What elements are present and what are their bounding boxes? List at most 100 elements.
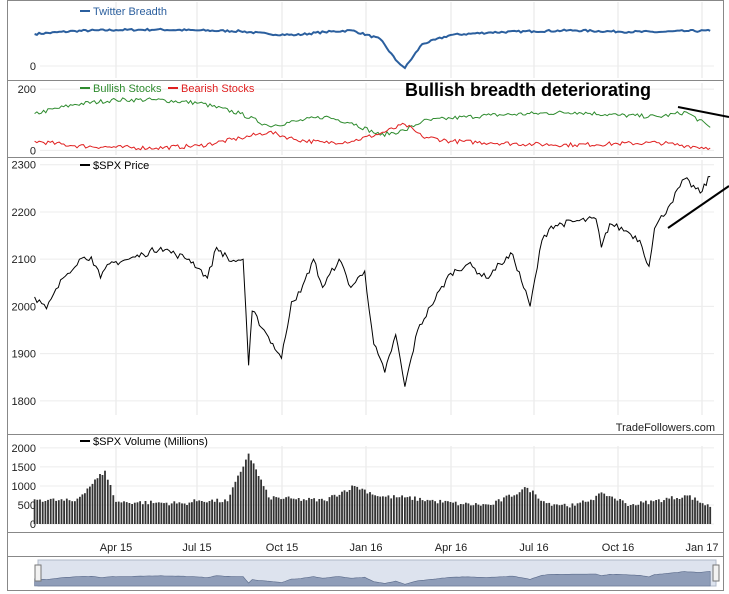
volume-bar [709, 506, 712, 524]
volume-bar [353, 486, 356, 524]
volume-bar [91, 483, 94, 524]
volume-bar [297, 498, 300, 524]
volume-bar [181, 503, 183, 524]
volume-bar [302, 499, 305, 524]
volume-bar [265, 489, 268, 524]
annotation-arrow-price [667, 185, 729, 229]
volume-bar [657, 499, 660, 524]
volume-bar [120, 502, 123, 524]
volume-bar [363, 489, 366, 524]
volume-bar [356, 486, 359, 524]
volume-bar [245, 459, 247, 524]
tick-labels: Apr 15 Jul 15 Oct 15 Jan 16 Apr 16 Jul 16 Oct … [12, 61, 719, 554]
volume-bar [234, 481, 237, 524]
volume-bar [44, 501, 47, 524]
navigator[interactable] [34, 559, 720, 587]
series-line [34, 122, 711, 151]
volume-bar [497, 499, 500, 524]
volume-bar [371, 494, 374, 524]
volume-bar [686, 495, 689, 524]
volume-bar [361, 488, 364, 524]
volume-bar [540, 500, 542, 524]
volume-bar [231, 487, 234, 524]
volume-bar [178, 502, 181, 524]
volume-bar [52, 498, 55, 524]
legend-breadth: Bullish Stocks Bearish Stocks [80, 83, 255, 95]
navigator-handle[interactable] [712, 564, 720, 582]
volume-bar [255, 469, 257, 524]
volume-bar [208, 501, 211, 524]
volume-bar [704, 505, 706, 524]
volume-bar [310, 499, 313, 524]
volume-bar [170, 503, 173, 524]
volume-bar [510, 496, 513, 524]
volume-bar [173, 501, 176, 524]
volume-bar [183, 503, 186, 524]
volume-bar [441, 502, 444, 524]
volume-bar [660, 502, 663, 524]
volume-bar [247, 453, 250, 524]
volume-bar [33, 499, 36, 524]
volume-bar [239, 471, 242, 524]
volume-bar [280, 499, 282, 524]
volume-bar [576, 503, 579, 524]
volume-bar [561, 504, 563, 524]
volume-bar [308, 497, 310, 524]
volume-bar [647, 504, 650, 524]
annotation-arrow-breadth [677, 106, 729, 118]
volume-bar [275, 497, 278, 524]
volume-bar [627, 506, 629, 524]
volume-bar [505, 495, 508, 524]
x-tick-label: Jan 17 [685, 542, 718, 554]
volume-bar [295, 499, 297, 524]
volume-bar [262, 486, 265, 524]
volume-bar [616, 500, 619, 524]
volume-bar [49, 498, 52, 524]
volume-bar [665, 497, 668, 524]
volume-bar [436, 503, 439, 524]
volume-bar [260, 479, 262, 524]
volume-bar [366, 493, 369, 524]
volume-bar [84, 493, 86, 524]
volume-bar [393, 495, 395, 524]
volume-bar [60, 499, 63, 524]
volume-bar [74, 501, 76, 524]
volume-bar [452, 502, 454, 524]
volume-bar [447, 501, 449, 524]
volume-bar [584, 501, 587, 524]
volume-bar [579, 502, 582, 524]
volume-bar [621, 500, 624, 524]
volume-bar [336, 496, 338, 524]
legend-twitter: Twitter Breadth [80, 6, 167, 18]
volume-bar [603, 493, 606, 524]
x-tick-label: Jul 16 [519, 542, 548, 554]
legend-label: $SPX Price [93, 160, 149, 172]
volume-bar [226, 501, 229, 524]
volume-bar [529, 492, 531, 524]
volume-bar [94, 479, 96, 524]
volume-bar [548, 502, 551, 524]
volume-bar [673, 499, 676, 524]
volume-bar [608, 496, 611, 524]
volume-bar [128, 503, 131, 524]
volume-bar [678, 499, 681, 524]
volume-bar [414, 496, 416, 524]
volume-bar [613, 498, 616, 524]
volume-bar [503, 497, 505, 524]
navigator-area [34, 571, 711, 587]
volume-bar [89, 486, 91, 524]
watermark-credit: TradeFollowers.com [616, 422, 715, 434]
y-tick-label: 1000 [12, 481, 36, 493]
volume-bar [224, 499, 226, 524]
volume-bar [305, 500, 308, 524]
volume-bar [489, 505, 492, 524]
volume-bar [395, 497, 398, 524]
volume-bar [534, 494, 537, 524]
y-tick-label: 2000 [12, 443, 36, 455]
y-tick-label: 2000 [12, 301, 36, 313]
navigator-handle[interactable] [34, 564, 42, 582]
volume-bar [163, 503, 165, 524]
volume-bar [426, 499, 429, 524]
volume-bar [568, 507, 571, 524]
